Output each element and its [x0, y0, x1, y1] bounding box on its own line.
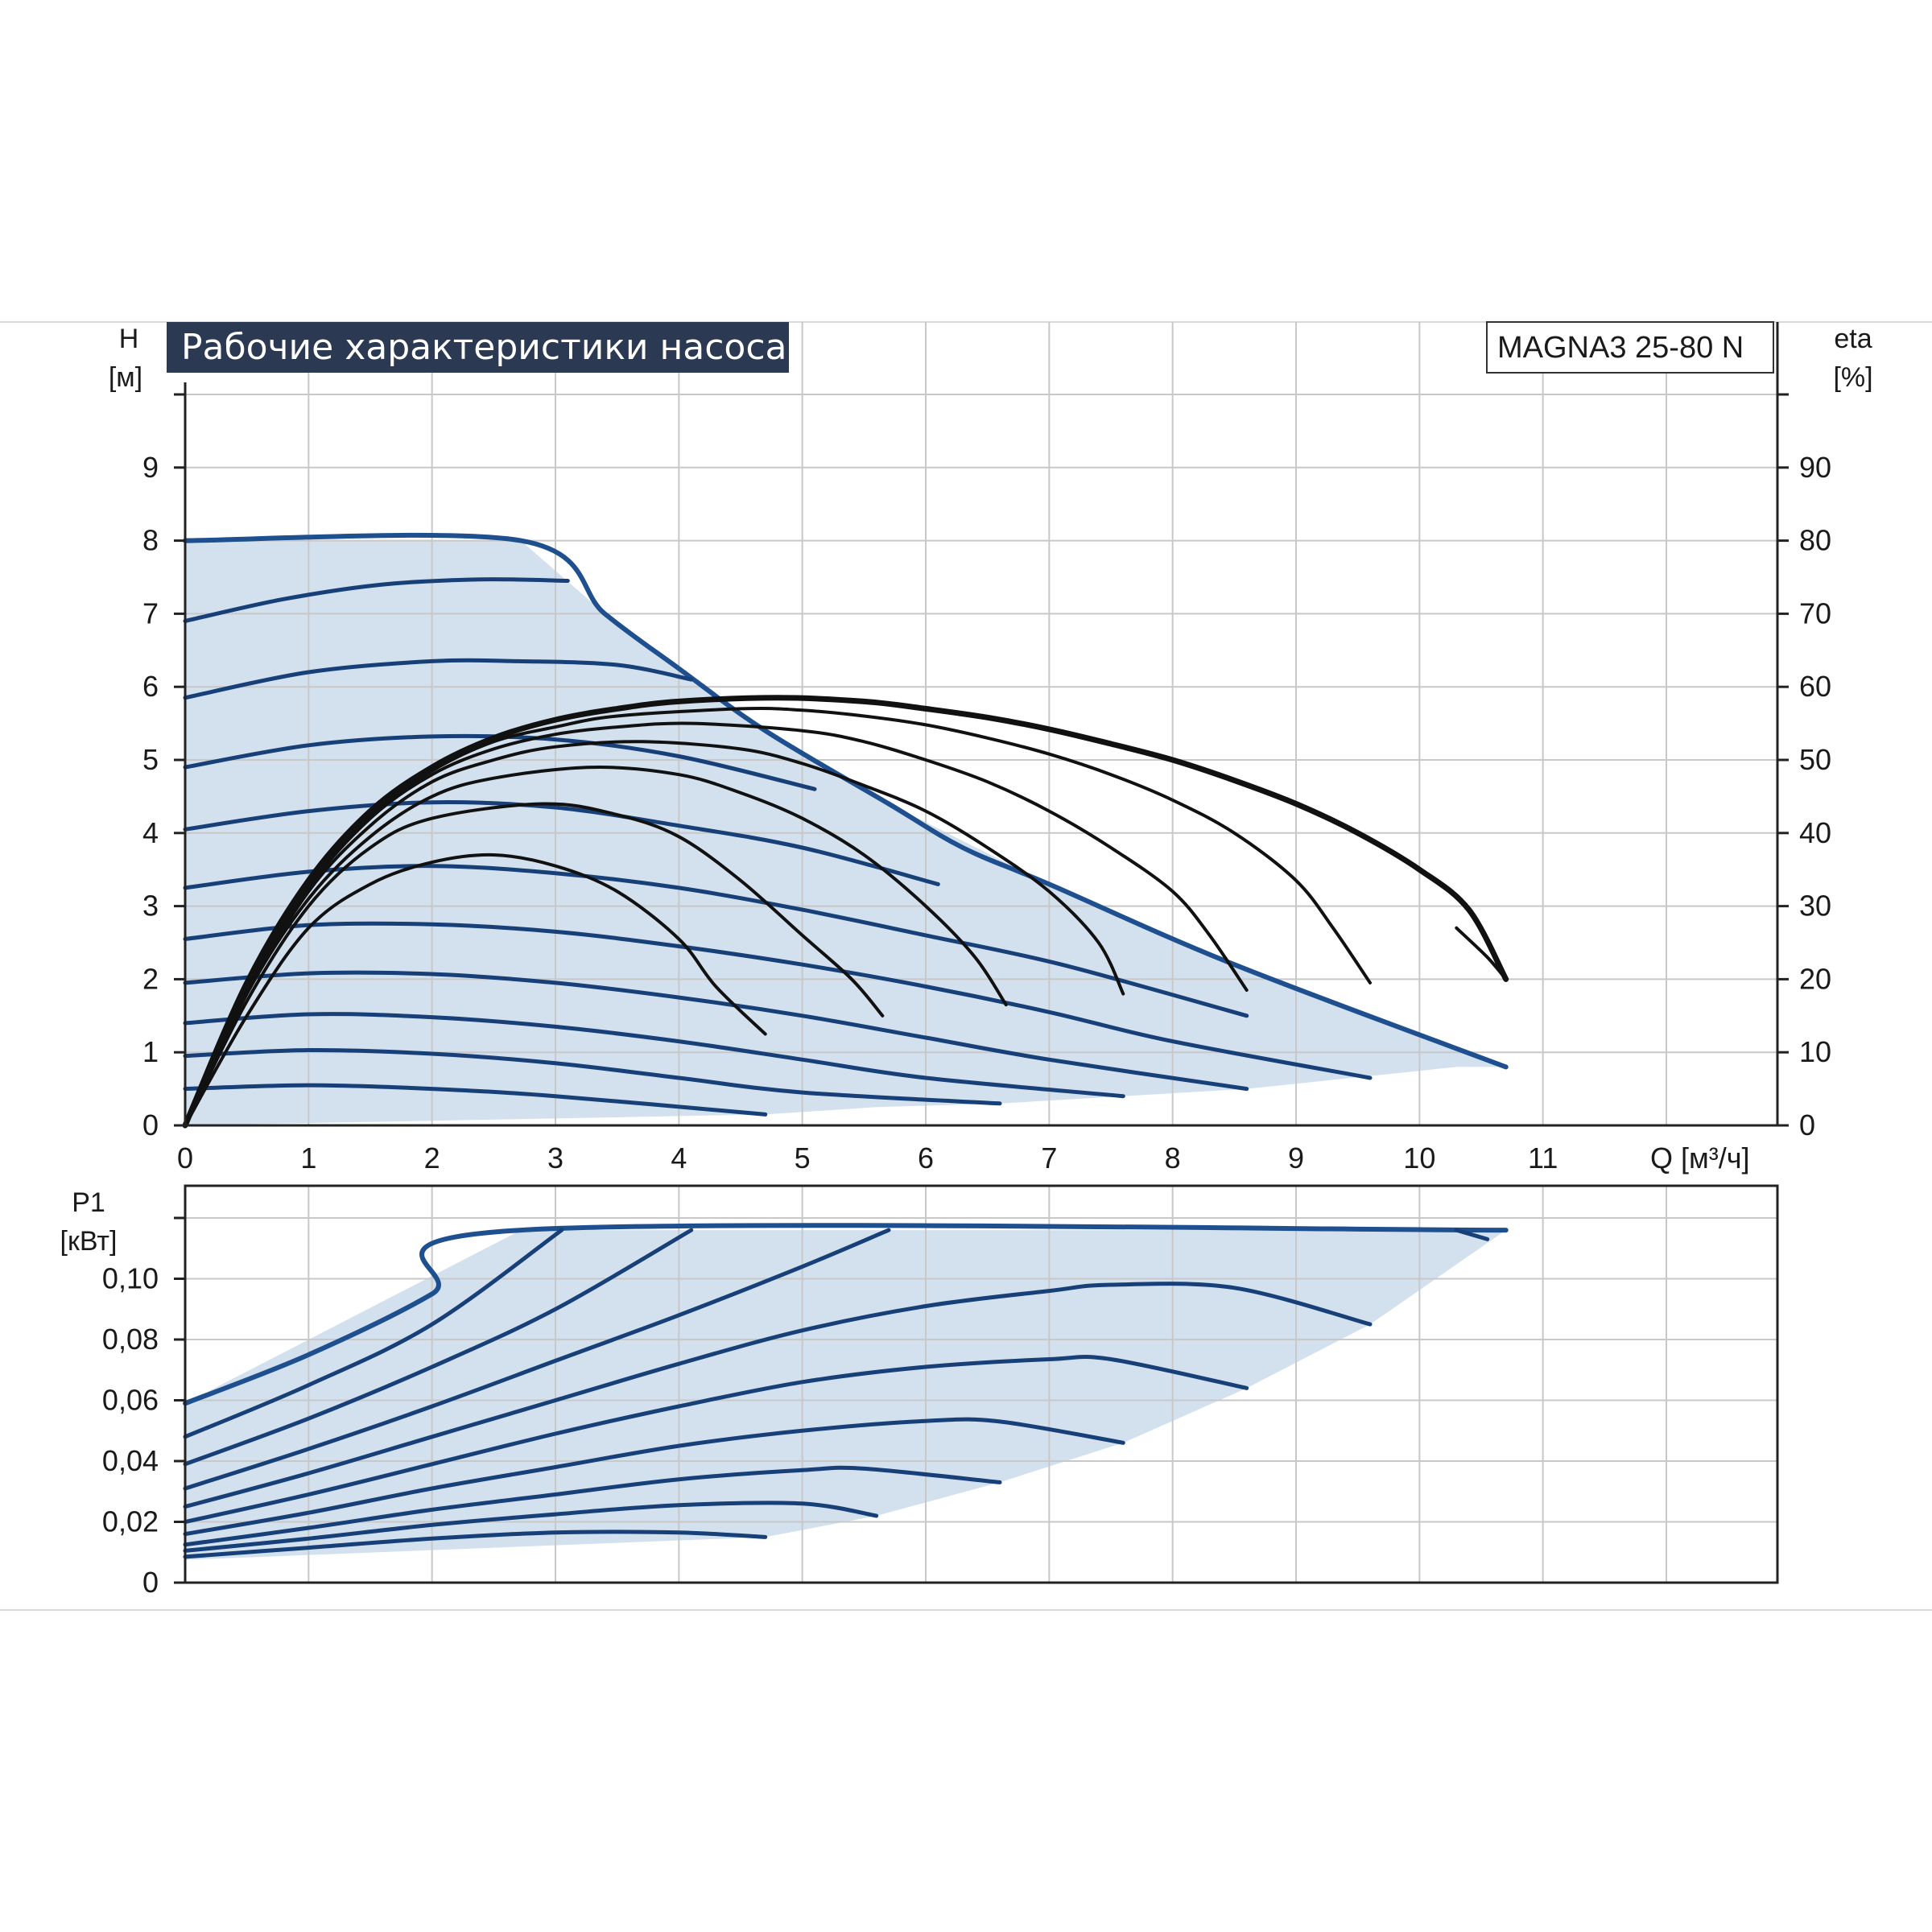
eta-curve-3 — [184, 740, 1125, 1127]
h-curve-8 — [183, 1012, 1125, 1099]
eta-curve-hook — [1455, 926, 1508, 981]
q-tick-label: 8 — [1165, 1141, 1181, 1174]
q-tick-label: 7 — [1041, 1141, 1057, 1174]
eta-curve-max — [182, 695, 1509, 1129]
q-tick-label: 11 — [1528, 1141, 1558, 1174]
p1-curve-6 — [183, 1417, 1125, 1537]
h-tick-label: 3 — [142, 890, 159, 923]
p1-curve-8 — [183, 1501, 879, 1553]
q-tick-label: 5 — [795, 1141, 811, 1174]
q-tick-label: 9 — [1288, 1141, 1304, 1174]
q-axis-label: Q [м³/ч] — [1650, 1141, 1750, 1174]
h-tick-label: 7 — [142, 597, 159, 630]
bottom-chart-curves — [183, 1223, 1509, 1559]
h-tick-label: 6 — [142, 670, 159, 703]
eta-curve-0 — [184, 852, 767, 1127]
eta-tick-label: 40 — [1799, 816, 1831, 849]
eta-tick-label: 50 — [1799, 743, 1831, 776]
eta-axis-unit: [%] — [1833, 362, 1872, 393]
eta-axis-label: eta — [1834, 324, 1872, 354]
h-axis-unit: [м] — [109, 362, 142, 393]
h-curve-5 — [183, 864, 1249, 1018]
eta-tick-label: 0 — [1799, 1108, 1815, 1141]
h-curve-10 — [183, 1083, 768, 1117]
h-tick-label: 0 — [142, 1108, 159, 1141]
top-chart-curves — [182, 532, 1509, 1129]
p1-tick-label: 0 — [142, 1566, 159, 1599]
q-tick-label: 10 — [1403, 1141, 1435, 1174]
p1-curve-9 — [183, 1530, 768, 1559]
h-curve-4 — [183, 800, 940, 886]
p1-tick-label: 0,10 — [102, 1262, 159, 1295]
p1-curve-3 — [183, 1228, 891, 1491]
eta-tick-label: 60 — [1799, 670, 1831, 703]
p1-axis-label: P1 — [72, 1187, 105, 1218]
h-tick-label: 9 — [142, 451, 159, 484]
model-label: MAGNA3 25-80 N — [1497, 331, 1744, 365]
h-curve-9 — [183, 1047, 1002, 1106]
h-tick-label: 4 — [142, 816, 159, 849]
q-tick-label: 0 — [177, 1141, 193, 1174]
p1-curve-10 — [1454, 1228, 1490, 1241]
eta-tick-label: 80 — [1799, 524, 1831, 557]
model-label-box — [1486, 321, 1774, 374]
p1-curve-4 — [183, 1282, 1373, 1509]
q-tick-label: 6 — [918, 1141, 934, 1174]
q-tick-label: 4 — [671, 1141, 687, 1174]
h-curve-0 — [183, 532, 1509, 1070]
q-tick-label: 2 — [424, 1141, 440, 1174]
h-tick-label: 2 — [142, 962, 159, 995]
p1-operating-region — [185, 1230, 1506, 1560]
h-curve-2 — [183, 658, 694, 700]
bottom-chart-region — [185, 1230, 1506, 1560]
chart-title-box — [167, 322, 789, 373]
eta-tick-label: 20 — [1799, 962, 1831, 995]
p1-curve-0 — [183, 1223, 1509, 1406]
p1-curve-1 — [183, 1228, 564, 1439]
eta-tick-label: 30 — [1799, 890, 1831, 923]
top-chart-grid — [185, 322, 1777, 1125]
h-curve-7 — [183, 970, 1249, 1092]
h-curve-1 — [183, 577, 570, 623]
h-axis-label: H — [119, 324, 139, 354]
h-curve-6 — [183, 921, 1373, 1080]
eta-curve-4 — [184, 721, 1249, 1127]
eta-curve-2 — [184, 766, 1008, 1127]
p1-axis-unit: [кВт] — [60, 1226, 118, 1257]
eta-curve-1 — [184, 802, 885, 1127]
eta-tick-label: 70 — [1799, 597, 1831, 630]
p1-curve-2 — [183, 1228, 694, 1467]
q-tick-label: 3 — [547, 1141, 564, 1174]
eta-tick-label: 90 — [1799, 451, 1831, 484]
p1-curve-7 — [183, 1465, 1002, 1547]
p1-tick-label: 0,06 — [102, 1384, 159, 1417]
p1-tick-label: 0,02 — [102, 1505, 159, 1538]
q-tick-label: 1 — [300, 1141, 316, 1174]
h-tick-label: 1 — [142, 1035, 159, 1068]
p1-plot-frame — [184, 1184, 1779, 1584]
eta-tick-label: 10 — [1799, 1035, 1831, 1068]
h-tick-label: 8 — [142, 524, 159, 557]
p1-tick-label: 0,04 — [102, 1444, 159, 1477]
p1-curve-5 — [183, 1355, 1249, 1524]
bottom-chart-axes: 0 0,02 0,04 0,06 0,08 0,10 — [102, 1184, 1779, 1599]
h-tick-label: 5 — [142, 743, 159, 776]
chart-title: Рабочие характеристики насоса — [181, 327, 786, 368]
p1-tick-label: 0,08 — [102, 1323, 159, 1356]
